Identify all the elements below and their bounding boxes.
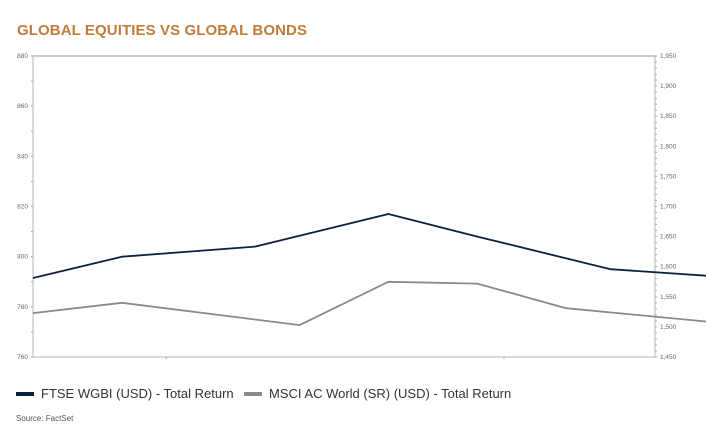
legend-item-msci-acwi: MSCI AC World (SR) (USD) - Total Return — [244, 386, 511, 401]
y-left-tick-label: 860 — [17, 103, 28, 110]
y-right-tick-label: 1,650 — [660, 234, 677, 241]
y-right-tick-label: 1,600 — [660, 264, 677, 271]
chart-title: GLOBAL EQUITIES VS GLOBAL BONDS — [17, 22, 308, 39]
series-line-msci-acwi — [32, 280, 706, 327]
y-right-tick-label: 1,900 — [660, 83, 677, 90]
y-left-tick-label: 780 — [17, 304, 28, 311]
y-left-tick-label: 880 — [17, 53, 28, 60]
axes: 760 780 800 820 840 860 880 1,450 1,500 1,550 1,60… — [17, 53, 677, 361]
legend-label-ftse: FTSE WGBI (USD) - Total Return — [41, 386, 234, 401]
y-right-tick-label: 1,700 — [660, 204, 677, 211]
y-right-tick-label: 1,800 — [660, 143, 677, 150]
series-line-ftse-wgbi — [32, 213, 706, 279]
y-right-tick-label: 1,850 — [660, 113, 677, 120]
y-right-tick-label: 1,550 — [660, 294, 677, 301]
series-lines — [32, 213, 706, 327]
y-right-tick-label: 1,950 — [660, 53, 677, 60]
legend-label-msci: MSCI AC World (SR) (USD) - Total Return — [269, 386, 512, 401]
legend-swatch-ftse — [16, 391, 34, 396]
y-right-tick-label: 1,450 — [660, 354, 677, 361]
legend-swatch-msci — [244, 391, 262, 396]
y-left-tick-label: 760 — [17, 354, 28, 361]
y-left-tick-label: 840 — [17, 153, 28, 160]
line-chart: 760 780 800 820 840 860 880 1,450 1,500 1,550 1,60… — [17, 53, 706, 361]
y-left-tick-label: 820 — [17, 204, 28, 211]
source-note: Source: FactSet — [16, 414, 74, 423]
y-left-tick-label: 800 — [17, 254, 28, 261]
legend-item-ftse-wgbi: FTSE WGBI (USD) - Total Return — [16, 386, 234, 401]
y-right-tick-label: 1,500 — [660, 324, 677, 331]
y-right-tick-label: 1,750 — [660, 173, 677, 180]
